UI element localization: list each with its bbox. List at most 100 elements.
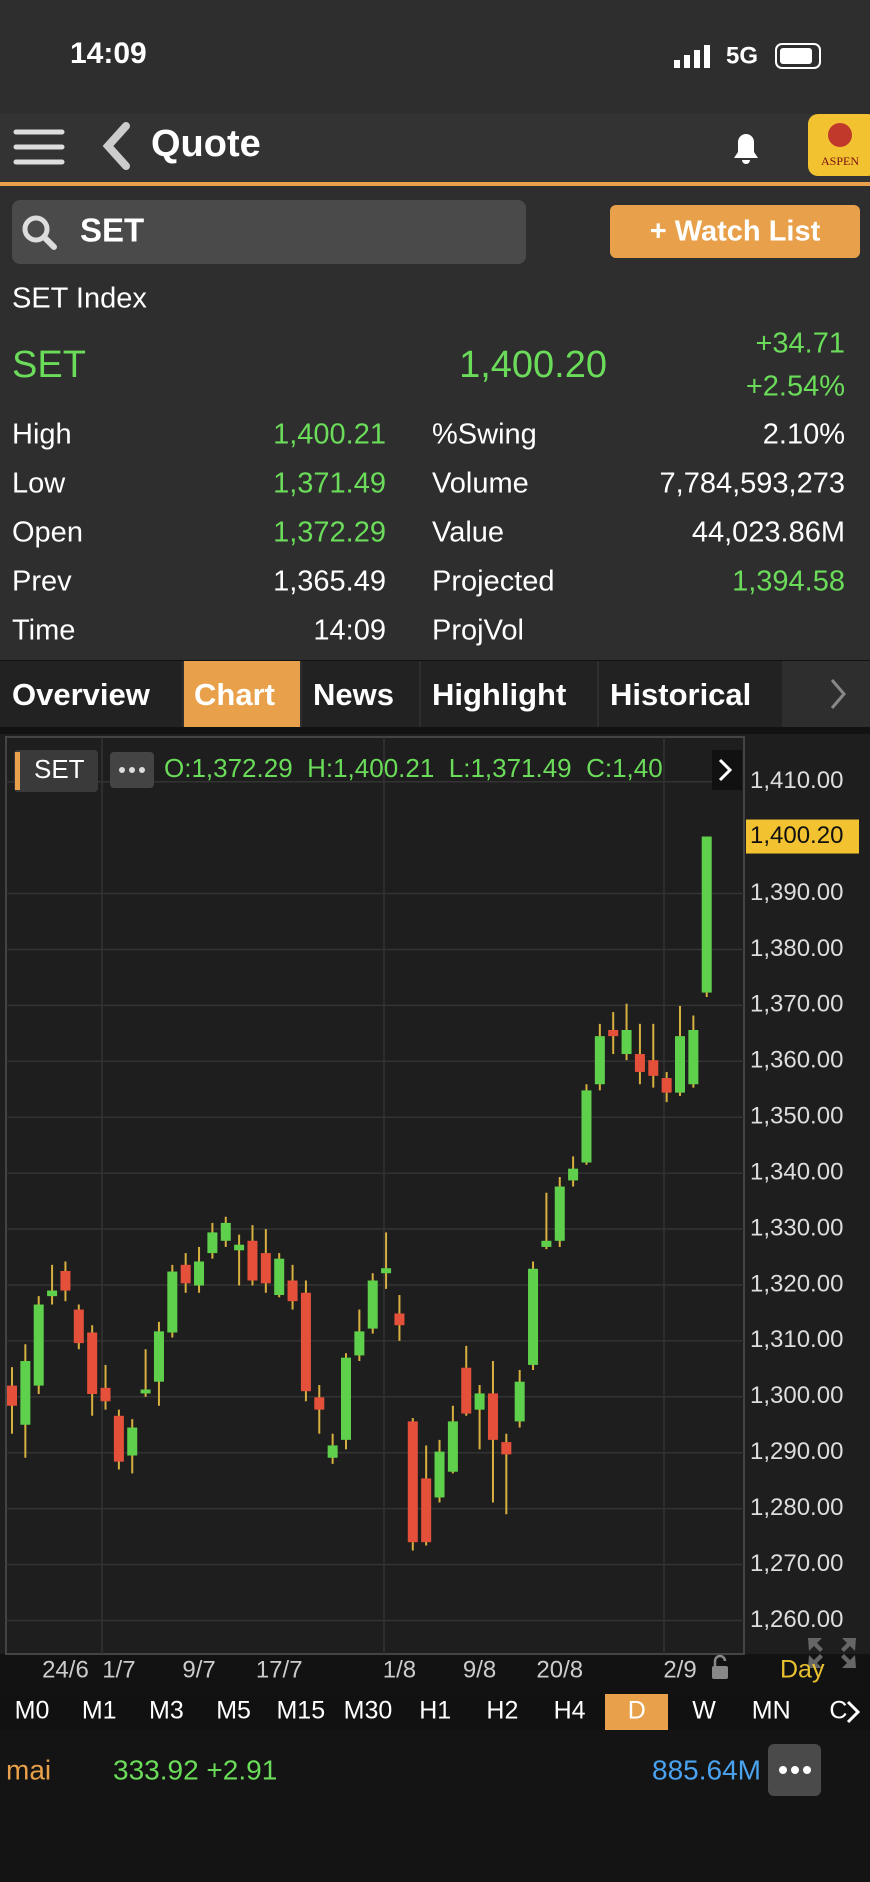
candle-body	[87, 1332, 98, 1394]
candle-body	[514, 1381, 525, 1422]
nav-title: Quote	[151, 123, 261, 165]
quote-name: SET Index	[12, 283, 147, 315]
top-bg	[0, 0, 870, 660]
timeframe[interactable]: M30	[344, 1697, 393, 1725]
tab[interactable]: Highlight	[432, 677, 566, 712]
signal	[674, 45, 710, 68]
x-tick-label: 17/7	[256, 1656, 303, 1683]
y-tick-label: 1,360.00	[750, 1047, 843, 1074]
y-tick-label: 1,390.00	[750, 879, 843, 906]
timeframe-next[interactable]	[846, 1700, 861, 1724]
candle-body	[634, 1054, 645, 1072]
timeframe[interactable]: MN	[752, 1697, 791, 1725]
candle-body	[247, 1240, 258, 1281]
y-tick-label: 1,350.00	[750, 1103, 843, 1130]
y-tick-label: 1,340.00	[750, 1158, 843, 1185]
y-tick-label: 1,310.00	[750, 1326, 843, 1353]
y-tick-label: 1,370.00	[750, 991, 843, 1018]
candle-body	[661, 1078, 672, 1093]
candle-body	[608, 1029, 619, 1037]
candle-body	[461, 1367, 472, 1414]
timeframe[interactable]: M3	[149, 1697, 184, 1725]
quote-symbol: SET	[12, 344, 86, 386]
candle-body	[260, 1253, 271, 1284]
candle-body	[207, 1232, 218, 1254]
y-tick-label: 1,260.00	[750, 1606, 843, 1633]
symbol-chip-accent	[15, 752, 20, 790]
timeframe[interactable]: C	[829, 1697, 847, 1725]
candle-body	[220, 1222, 231, 1241]
timeframe[interactable]: H4	[554, 1697, 586, 1725]
timeframe[interactable]: H2	[486, 1697, 518, 1725]
candle-body	[7, 1385, 17, 1406]
label: %Swing	[432, 419, 537, 451]
candle-body	[474, 1393, 485, 1410]
candle-body	[300, 1292, 311, 1392]
value: 1,400.21	[273, 419, 386, 451]
y-tick-label: 1,380.00	[750, 935, 843, 962]
nav-underline	[0, 182, 870, 186]
lock-icon[interactable]	[712, 1666, 728, 1679]
expand-icon[interactable]	[808, 1638, 856, 1668]
candle-body	[701, 836, 712, 993]
candle-body	[113, 1415, 124, 1462]
ohlc-arrow[interactable]	[718, 758, 733, 782]
candle-body	[47, 1290, 58, 1297]
candle-body	[407, 1421, 418, 1543]
timeframe[interactable]: M5	[216, 1697, 251, 1725]
ohlc-text: O:1,372.29 H:1,400.21 L:1,371.49 C:1,40	[164, 753, 663, 783]
timeframe[interactable]: M15	[276, 1697, 325, 1725]
x-tick-label: 9/8	[463, 1656, 496, 1683]
symbol-chip[interactable]	[14, 750, 98, 792]
lock-shackle	[713, 1654, 727, 1666]
search-icon-handle	[41, 234, 57, 250]
timeframe[interactable]: M0	[15, 1697, 50, 1725]
candle-body	[594, 1036, 605, 1085]
tab[interactable]: Historical	[610, 677, 751, 712]
candle-body	[621, 1029, 632, 1055]
timeframe[interactable]: M1	[82, 1697, 117, 1725]
footer-value: 333.92 +2.91	[113, 1754, 277, 1785]
watchlist-button[interactable]	[610, 205, 860, 258]
value: 14:09	[313, 615, 386, 647]
candle-body	[341, 1357, 351, 1440]
candle-body	[153, 1331, 164, 1382]
y-tick-label: 1,410.00	[750, 767, 843, 794]
label: Volume	[432, 468, 529, 500]
label: Value	[432, 517, 504, 549]
footer-symbol: mai	[6, 1754, 51, 1785]
candle-body	[688, 1029, 699, 1085]
x-tick-label: 24/6	[42, 1656, 89, 1683]
menu-icon[interactable]	[13, 129, 65, 165]
tab[interactable]: Chart	[194, 677, 275, 712]
candle-body	[447, 1421, 458, 1472]
last-price-label: 1,400.20	[750, 822, 843, 849]
nav-bar	[0, 114, 870, 182]
bell-icon[interactable]	[734, 134, 758, 164]
logo-text: ASPEN	[821, 154, 859, 168]
footer-bg	[0, 1730, 870, 1882]
candle-body	[381, 1268, 392, 1274]
timeframe[interactable]: W	[692, 1697, 716, 1725]
tab-next[interactable]	[830, 679, 846, 709]
battery-level	[780, 48, 812, 64]
tab[interactable]: Overview	[12, 677, 151, 712]
x-tick-label: 1/7	[102, 1656, 135, 1683]
active-tab-bg	[184, 661, 300, 727]
value: 1,371.49	[273, 468, 386, 500]
tab-bar	[0, 661, 870, 727]
timeframe[interactable]: H1	[419, 1697, 451, 1725]
candle-body	[140, 1389, 151, 1394]
candle-body	[581, 1090, 592, 1163]
value: 1,394.58	[732, 566, 845, 598]
tab[interactable]: News	[313, 677, 394, 712]
quote-change-pct: +2.54%	[746, 371, 845, 403]
back-icon[interactable]	[102, 122, 130, 170]
quote-last: 1,400.20	[459, 344, 607, 386]
candle-body	[434, 1451, 445, 1498]
chart-bg	[0, 734, 870, 1654]
quote-change: +34.71	[755, 328, 845, 360]
timeframe[interactable]: D	[628, 1697, 646, 1725]
search-box[interactable]	[12, 200, 526, 264]
